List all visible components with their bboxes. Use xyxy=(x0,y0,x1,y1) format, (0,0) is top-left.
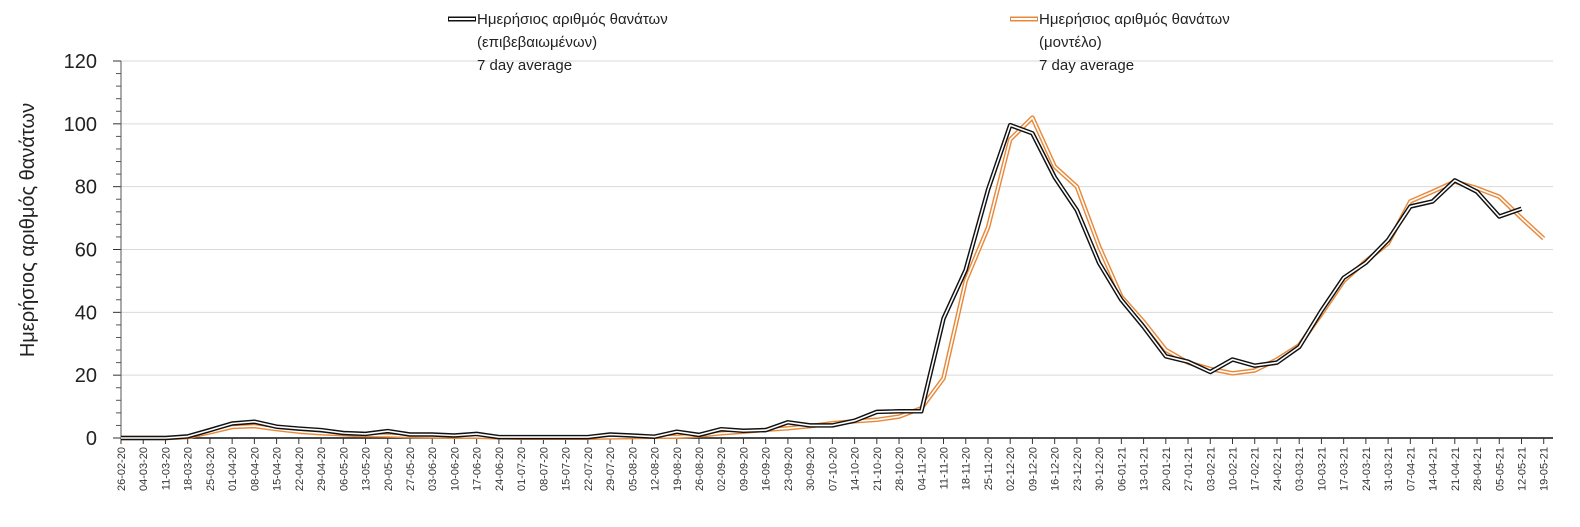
x-tick-label: 23-09-20 xyxy=(783,447,795,491)
legend-label-line3: 7 day average xyxy=(1039,57,1134,74)
x-tick-label: 01-07-20 xyxy=(516,447,528,491)
x-tick-label: 31-03-21 xyxy=(1383,447,1395,491)
legend: Ημερήσιος αριθμός θανάτων (επιβεβαιωμένω… xyxy=(448,11,1230,74)
legend-label-line1: Ημερήσιος αριθμός θανάτων xyxy=(477,11,668,28)
x-tick-label: 02-12-20 xyxy=(1005,447,1017,491)
series-line-outline xyxy=(121,122,1523,441)
x-tick-label: 18-03-20 xyxy=(183,447,195,491)
x-tick-label: 03-06-20 xyxy=(427,447,439,491)
legend-item-model: Ημερήσιος αριθμός θανάτων (μοντέλο) 7 da… xyxy=(1010,11,1230,74)
x-tick-label: 29-07-20 xyxy=(605,447,617,491)
x-tick-label: 07-04-21 xyxy=(1405,447,1417,491)
x-axis: 26-02-20 04-03-20 11-03-20 18-03-20 25-03-20… xyxy=(116,437,1553,491)
series-model xyxy=(121,115,1546,441)
x-tick-label: 24-06-20 xyxy=(494,447,506,491)
series-line-inner xyxy=(121,124,1522,439)
x-tick-label: 17-06-20 xyxy=(472,447,484,491)
x-tick-label: 08-04-20 xyxy=(249,447,261,491)
y-tick-label: 60 xyxy=(75,240,97,262)
x-tick-label: 06-05-20 xyxy=(338,447,350,491)
x-tick-label: 09-09-20 xyxy=(738,447,750,491)
x-tick-label: 30-09-20 xyxy=(805,447,817,491)
legend-item-confirmed: Ημερήσιος αριθμός θανάτων (επιβεβαιωμένω… xyxy=(448,11,668,74)
legend-label-line3: 7 day average xyxy=(477,57,572,74)
x-tick-label: 21-04-21 xyxy=(1450,447,1462,491)
x-tick-label: 14-04-21 xyxy=(1428,447,1440,491)
x-tick-label: 15-04-20 xyxy=(272,447,284,491)
x-tick-label: 03-03-21 xyxy=(1294,447,1306,491)
series-line-outline xyxy=(121,115,1546,441)
x-tick-label: 11-11-20 xyxy=(939,447,951,489)
y-tick-label: 20 xyxy=(75,365,97,387)
x-tick-label: 11-03-20 xyxy=(160,447,172,490)
x-tick-label: 29-04-20 xyxy=(316,447,328,491)
x-tick-label: 18-11-20 xyxy=(961,447,973,490)
x-tick-label: 05-08-20 xyxy=(627,447,639,491)
y-tick-label: 80 xyxy=(75,177,97,199)
series-line-inner xyxy=(121,116,1545,439)
legend-label-line2: (μοντέλο) xyxy=(1039,34,1102,51)
x-tick-label: 05-05-21 xyxy=(1494,447,1506,491)
x-tick-label: 19-05-21 xyxy=(1539,447,1551,491)
x-tick-label: 21-10-20 xyxy=(872,447,884,491)
y-tick-label: 120 xyxy=(64,51,97,73)
x-tick-label: 10-03-21 xyxy=(1316,447,1328,491)
x-tick-label: 03-02-21 xyxy=(1205,447,1217,491)
x-tick-label: 10-02-21 xyxy=(1228,447,1240,491)
series-lines xyxy=(121,115,1546,441)
x-tick-label: 30-12-20 xyxy=(1094,447,1106,491)
x-tick-label: 17-02-21 xyxy=(1250,447,1262,491)
x-tick-label: 13-01-21 xyxy=(1139,447,1151,491)
x-tick-label: 16-12-20 xyxy=(1050,447,1062,491)
y-tick-label: 40 xyxy=(75,302,97,324)
x-tick-label: 06-01-21 xyxy=(1116,447,1128,491)
gridlines xyxy=(121,60,1553,376)
x-tick-label: 22-04-20 xyxy=(294,447,306,491)
x-tick-label: 04-11-20 xyxy=(916,447,928,490)
x-tick-label: 28-04-21 xyxy=(1472,447,1484,491)
x-tick-label: 23-12-20 xyxy=(1072,447,1084,491)
series-confirmed xyxy=(121,122,1523,441)
x-tick-label: 24-02-21 xyxy=(1272,447,1284,491)
x-tick-label: 19-08-20 xyxy=(672,447,684,491)
x-tick-label: 14-10-20 xyxy=(850,447,862,491)
x-tick-label: 09-12-20 xyxy=(1027,447,1039,491)
x-tick-label: 01-04-20 xyxy=(227,447,239,491)
x-tick-label: 24-03-21 xyxy=(1361,447,1373,491)
y-axis-title: Ημερήσιος αριθμός θανάτων xyxy=(17,103,39,357)
y-tick-label: 100 xyxy=(64,114,97,136)
x-tick-label: 22-07-20 xyxy=(583,447,595,491)
x-tick-label: 25-11-20 xyxy=(983,447,995,490)
x-tick-label: 20-01-21 xyxy=(1161,447,1173,491)
x-tick-label: 08-07-20 xyxy=(538,447,550,491)
x-tick-label: 04-03-20 xyxy=(138,447,150,491)
x-tick-label: 13-05-20 xyxy=(361,447,373,491)
legend-label-line2: (επιβεβαιωμένων) xyxy=(477,34,597,51)
x-tick-label: 26-02-20 xyxy=(116,447,128,491)
x-tick-label: 20-05-20 xyxy=(383,447,395,491)
legend-label-line1: Ημερήσιος αριθμός θανάτων xyxy=(1039,11,1230,28)
x-tick-label: 26-08-20 xyxy=(694,447,706,491)
x-tick-label: 28-10-20 xyxy=(894,447,906,491)
x-tick-label: 27-05-20 xyxy=(405,447,417,491)
x-tick-label: 15-07-20 xyxy=(561,447,573,491)
x-tick-label: 27-01-21 xyxy=(1183,447,1195,491)
x-tick-label: 10-06-20 xyxy=(449,447,461,491)
x-tick-label: 07-10-20 xyxy=(827,447,839,491)
x-tick-label: 25-03-20 xyxy=(205,447,217,491)
y-axis: 0 20 40 60 80 100 120 xyxy=(64,51,122,450)
x-tick-label: 17-03-21 xyxy=(1339,447,1351,491)
y-tick-label: 0 xyxy=(86,428,97,450)
x-tick-label: 16-09-20 xyxy=(761,447,773,491)
x-tick-label: 02-09-20 xyxy=(716,447,728,491)
x-tick-label: 12-08-20 xyxy=(650,447,662,491)
x-tick-label: 12-05-21 xyxy=(1516,447,1528,491)
